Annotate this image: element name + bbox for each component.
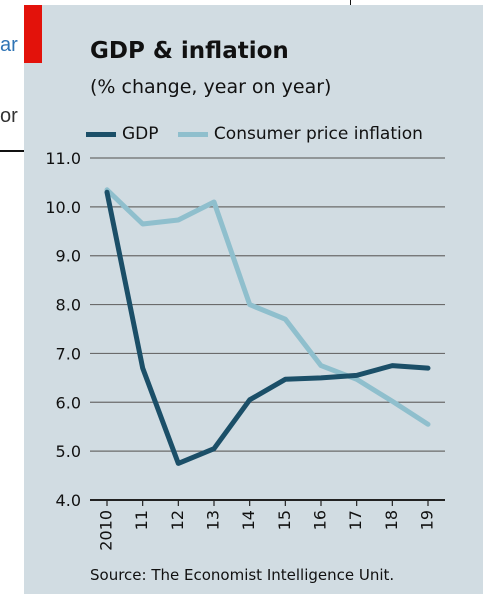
series-line-gdp — [104, 189, 431, 466]
economist-red-tab — [24, 5, 42, 63]
y-tick-label: 8.0 — [56, 296, 81, 315]
x-tick-label: 18 — [382, 510, 401, 530]
x-tick-label: 16 — [311, 510, 330, 530]
chart-panel — [24, 5, 483, 594]
x-tick-label: 17 — [346, 510, 365, 530]
y-tick-label: 9.0 — [56, 247, 81, 266]
background-tick — [350, 0, 351, 8]
x-tick-label: 13 — [204, 510, 223, 530]
background-text-fragment-top: ar — [0, 34, 18, 56]
y-tick-label: 11.0 — [45, 149, 81, 168]
x-tick-label: 12 — [168, 510, 187, 530]
y-tick-label: 4.0 — [56, 491, 81, 510]
x-tick-label: 15 — [275, 510, 294, 530]
legend-item-gdp: GDP — [86, 124, 159, 144]
chart-legend: GDP Consumer price inflation — [86, 124, 423, 144]
background-divider — [0, 150, 40, 152]
x-tick-label: 2010 — [97, 510, 116, 551]
x-tick-label: 11 — [132, 510, 151, 530]
background-text-fragment-middle: or — [0, 105, 18, 127]
legend-swatch-gdp — [86, 131, 116, 137]
legend-swatch-inflation — [177, 131, 208, 137]
legend-label-inflation: Consumer price inflation — [213, 124, 423, 144]
source-note: Source: The Economist Intelligence Unit. — [90, 566, 395, 584]
y-tick-label: 7.0 — [56, 344, 81, 363]
chart-subtitle: (% change, year on year) — [90, 76, 332, 98]
y-tick-label: 5.0 — [56, 442, 81, 461]
series-line-inflation — [104, 187, 431, 427]
x-tick-label: 19 — [418, 510, 437, 530]
legend-label-gdp: GDP — [122, 124, 159, 144]
legend-item-inflation: Consumer price inflation — [177, 124, 423, 144]
chart-title: GDP & inflation — [90, 38, 289, 64]
y-tick-label: 10.0 — [45, 198, 81, 217]
x-tick-label: 14 — [239, 510, 258, 530]
y-tick-label: 6.0 — [56, 393, 81, 412]
